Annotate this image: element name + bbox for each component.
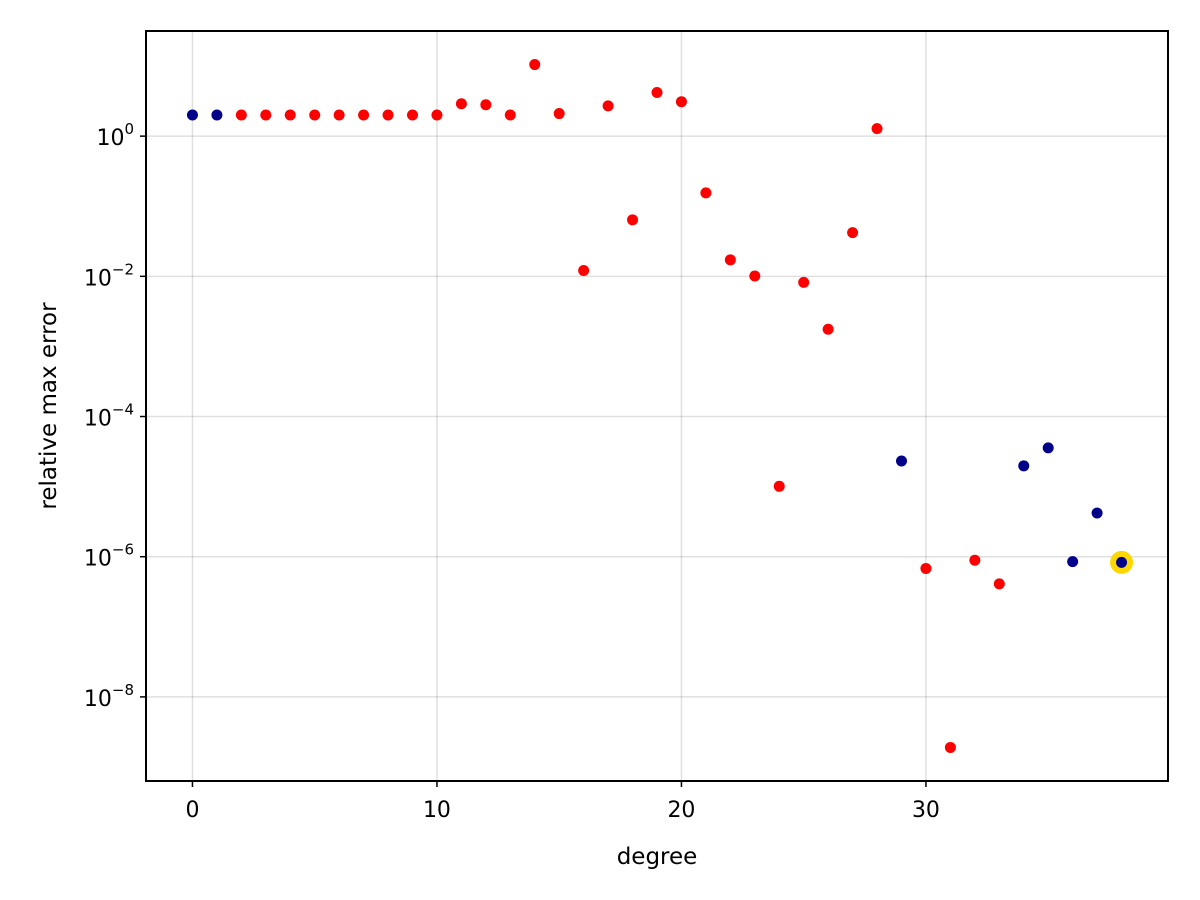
- y-tick-label: 10−8: [84, 681, 134, 712]
- data-point-red: [407, 109, 419, 121]
- data-point-red: [969, 554, 981, 566]
- y-tick-label: 100: [96, 120, 134, 151]
- data-point-red: [602, 100, 614, 112]
- data-point-red: [798, 276, 810, 288]
- data-point-red: [553, 108, 565, 120]
- y-tick-label: 10−2: [84, 260, 134, 291]
- data-point-red: [431, 109, 443, 121]
- data-point-red: [529, 59, 541, 71]
- data-point-red: [822, 323, 834, 335]
- data-points: [186, 59, 1134, 753]
- data-point-red: [309, 109, 321, 121]
- data-point-red: [504, 109, 516, 121]
- data-point-red: [700, 187, 712, 199]
- data-point-red: [333, 109, 345, 121]
- data-point-navy: [1116, 556, 1128, 568]
- data-point-red: [651, 86, 663, 98]
- data-point-navy: [1067, 556, 1079, 568]
- data-point-red: [871, 123, 883, 135]
- data-point-navy: [1042, 442, 1054, 454]
- data-point-red: [382, 109, 394, 121]
- data-point-red: [944, 741, 956, 753]
- data-point-red: [578, 265, 590, 277]
- data-point-red: [235, 109, 247, 121]
- data-point-red: [749, 270, 761, 282]
- data-point-navy: [1018, 460, 1030, 472]
- data-point-red: [773, 480, 785, 492]
- x-tick-label: 20: [667, 798, 695, 823]
- plot-frame: [145, 30, 1169, 782]
- y-tick-label: 10−4: [84, 401, 134, 432]
- data-point-red: [920, 562, 932, 574]
- data-point-navy: [211, 109, 223, 121]
- x-tick-label: 0: [185, 798, 199, 823]
- x-axis-title: degree: [617, 844, 698, 870]
- data-point-red: [284, 109, 296, 121]
- axis-ticks: 0 10 20 30 100 10−2 10−4 10−6 10−8: [84, 120, 940, 823]
- y-tick-label: 10−6: [84, 541, 134, 572]
- data-point-red: [993, 578, 1005, 590]
- data-point-red: [358, 109, 370, 121]
- data-point-red: [847, 227, 859, 239]
- data-point-red: [455, 98, 467, 110]
- data-point-red: [724, 254, 736, 266]
- x-tick-label: 10: [423, 798, 451, 823]
- grid-lines: [146, 31, 1168, 781]
- data-point-red: [627, 214, 639, 226]
- data-point-red: [260, 109, 272, 121]
- data-point-navy: [186, 109, 198, 121]
- x-tick-label: 30: [912, 798, 940, 823]
- data-point-red: [480, 99, 492, 111]
- data-point-red: [675, 96, 687, 108]
- data-point-navy: [1091, 507, 1103, 519]
- data-point-navy: [895, 455, 907, 467]
- y-axis-title: relative max error: [36, 302, 62, 510]
